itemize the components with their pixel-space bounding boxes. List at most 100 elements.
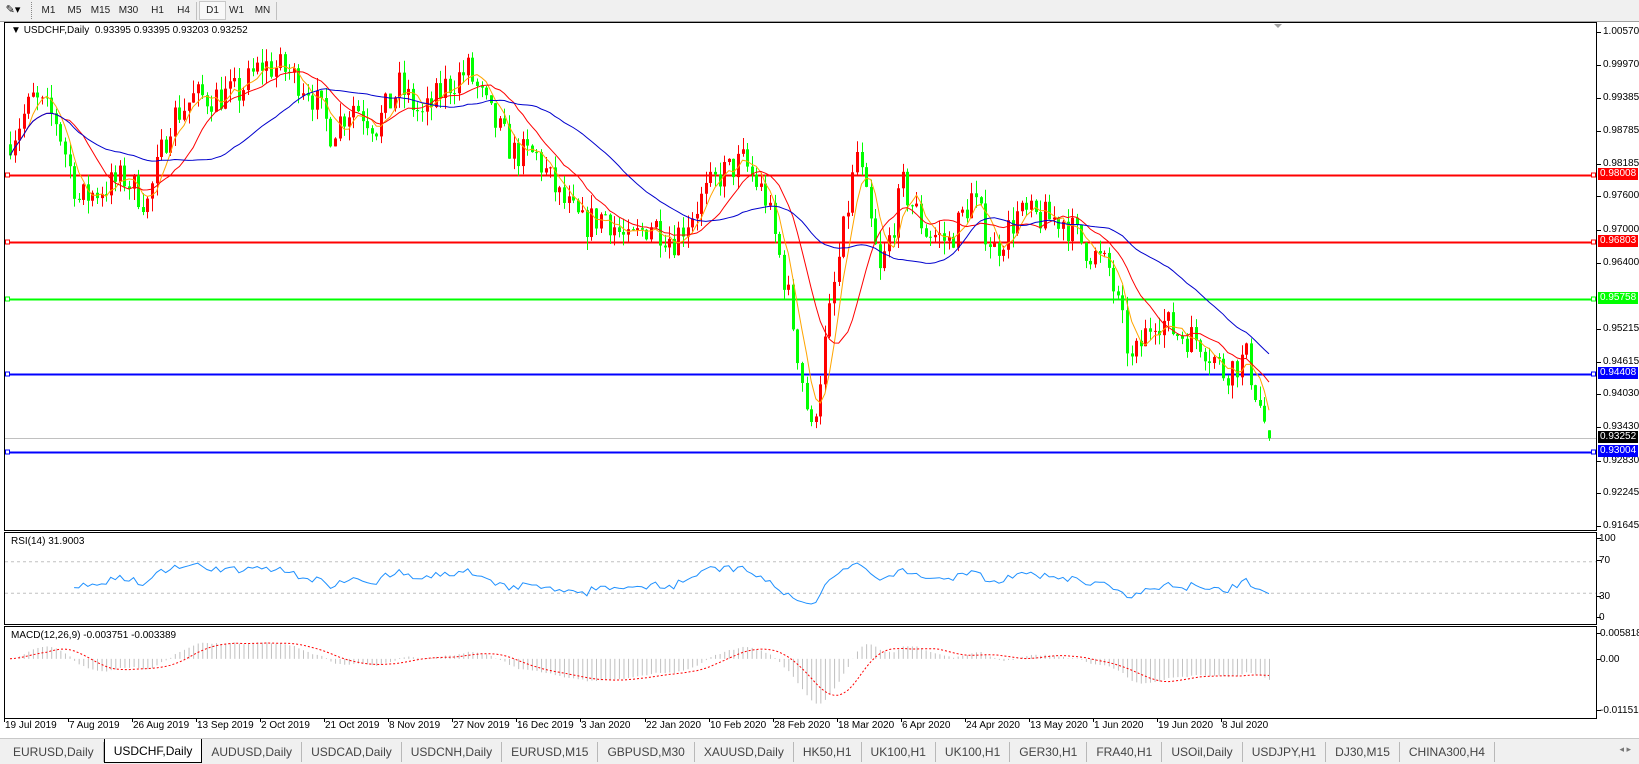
candle xyxy=(105,181,108,202)
chart-shift-marker[interactable] xyxy=(1274,24,1282,28)
tab-dj30-m15[interactable]: DJ30,M15 xyxy=(1326,742,1400,762)
timeframe-m30-button[interactable]: M30 xyxy=(118,5,139,16)
price-tick-label: 0.93430 xyxy=(1603,421,1639,432)
candle-body xyxy=(1158,330,1161,336)
line-handle[interactable] xyxy=(5,239,10,245)
line-handle[interactable] xyxy=(5,449,10,455)
price-tick-label: 1.00570 xyxy=(1603,26,1639,37)
candle xyxy=(728,158,731,166)
candle-body xyxy=(600,214,603,229)
line-handle[interactable] xyxy=(1591,371,1596,377)
collapse-arrow-icon[interactable]: ▼ xyxy=(11,25,21,36)
candle-body xyxy=(1135,340,1138,357)
line-handle[interactable] xyxy=(1591,239,1596,245)
candle xyxy=(664,234,667,252)
tab-uk100-h1[interactable]: UK100,H1 xyxy=(936,742,1011,762)
timeframe-m1-button[interactable]: M1 xyxy=(41,5,56,16)
line-handle[interactable] xyxy=(1591,172,1596,178)
line-handle[interactable] xyxy=(5,296,10,302)
candle-body xyxy=(673,238,676,256)
candle xyxy=(69,144,72,179)
timeframe-d1-button[interactable]: D1 xyxy=(199,1,226,20)
timeframe-w1-button[interactable]: W1 xyxy=(229,5,244,16)
macd-tick-label: 0.005818 xyxy=(1600,628,1639,639)
tab-usdcnh-daily[interactable]: USDCNH,Daily xyxy=(402,742,503,762)
candle xyxy=(1149,317,1152,340)
candle-body xyxy=(1241,354,1244,378)
date-tick-label: 3 Jan 2020 xyxy=(581,720,631,731)
macd-pane[interactable]: MACD(12,26,9) -0.003751 -0.003389 xyxy=(4,626,1597,719)
candle-body xyxy=(824,336,827,385)
toolbar-separator xyxy=(196,2,197,20)
timeframe-h1-button[interactable]: H1 xyxy=(151,5,164,16)
tab-ger30-h1[interactable]: GER30,H1 xyxy=(1010,742,1088,762)
candle xyxy=(925,224,928,238)
line-tool-icon[interactable]: ✎▾ xyxy=(5,4,21,16)
tab-scroll-arrows[interactable]: ◂ ▸ xyxy=(1619,744,1631,754)
candle xyxy=(934,227,937,244)
tab-audusd-daily[interactable]: AUDUSD,Daily xyxy=(202,742,303,762)
tab-usoil-daily[interactable]: USOil,Daily xyxy=(1162,742,1243,762)
line-handle[interactable] xyxy=(5,371,10,377)
price-tick-label: 0.99385 xyxy=(1603,92,1639,103)
tab-usdcad-daily[interactable]: USDCAD,Daily xyxy=(302,742,402,762)
candle xyxy=(705,171,708,205)
candle-body xyxy=(861,152,864,168)
date-tick xyxy=(388,718,389,722)
candle-body xyxy=(490,95,493,104)
tab-hk50-h1[interactable]: HK50,H1 xyxy=(794,742,862,762)
date-tick xyxy=(4,718,5,722)
toolbar-grip[interactable] xyxy=(31,2,35,19)
tab-usdchf-daily[interactable]: USDCHF,Daily xyxy=(103,739,203,763)
timeframe-m5-button[interactable]: M5 xyxy=(67,5,82,16)
price-tick-label: 0.94030 xyxy=(1603,388,1639,399)
line-handle[interactable] xyxy=(1591,296,1596,302)
candle-body xyxy=(27,96,30,114)
candle-body xyxy=(677,227,680,256)
candle xyxy=(769,194,772,210)
candle-body xyxy=(183,110,186,120)
main-chart-pane[interactable]: ▼ USDCHF,Daily 0.93395 0.93395 0.93203 0… xyxy=(4,22,1597,531)
candle xyxy=(357,100,360,113)
tab-eurusd-m15[interactable]: EURUSD,M15 xyxy=(502,742,599,762)
candle xyxy=(828,293,831,339)
candle-body xyxy=(513,142,516,159)
tab-china300-h4[interactable]: CHINA300,H4 xyxy=(1400,742,1495,762)
candle-body xyxy=(1163,320,1166,336)
date-tick xyxy=(1029,718,1030,722)
timeframe-m15-button[interactable]: M15 xyxy=(90,5,111,16)
price-tick-label: 0.92245 xyxy=(1603,487,1639,498)
candle xyxy=(545,156,548,176)
candle-body xyxy=(380,112,383,137)
tab-gbpusd-m30[interactable]: GBPUSD,M30 xyxy=(598,742,695,762)
candle xyxy=(819,375,822,425)
candle-body xyxy=(494,103,497,128)
candle-body xyxy=(91,192,94,201)
candle-body xyxy=(792,284,795,330)
candle xyxy=(275,60,278,88)
tab-fra40-h1[interactable]: FRA40,H1 xyxy=(1087,742,1163,762)
candle xyxy=(1025,196,1028,217)
rsi-pane[interactable]: RSI(14) 31.9003 xyxy=(4,532,1597,625)
candle xyxy=(252,58,255,77)
price-tick-label: 0.91645 xyxy=(1603,520,1639,531)
line-handle[interactable] xyxy=(1591,449,1596,455)
candle xyxy=(1121,285,1124,324)
timeframe-h4-button[interactable]: H4 xyxy=(177,5,190,16)
candle xyxy=(467,53,470,85)
timeframe-mn-button[interactable]: MN xyxy=(254,5,271,16)
tab-eurusd-daily[interactable]: EURUSD,Daily xyxy=(4,742,104,762)
candle-body xyxy=(796,329,799,364)
candle xyxy=(339,103,342,142)
candle xyxy=(815,413,818,429)
candle xyxy=(137,169,140,210)
tab-usdjpy-h1[interactable]: USDJPY,H1 xyxy=(1243,742,1327,762)
candle xyxy=(1222,353,1225,381)
tab-xauusd-daily[interactable]: XAUUSD,Daily xyxy=(695,742,794,762)
candle-body xyxy=(902,171,905,189)
candle-body xyxy=(828,303,831,337)
line-handle[interactable] xyxy=(5,172,10,178)
candle-body xyxy=(897,188,900,238)
tab-uk100-h1[interactable]: UK100,H1 xyxy=(862,742,936,762)
candle-body xyxy=(458,72,461,94)
